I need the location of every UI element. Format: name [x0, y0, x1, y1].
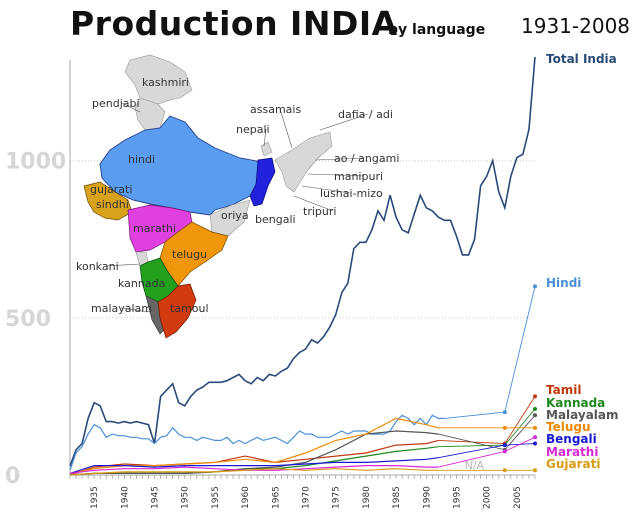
series-line-gujarati: [69, 468, 439, 476]
map-label-telugu: telugu: [172, 248, 207, 261]
legend-label-hindi: Hindi: [546, 276, 581, 290]
map-label-tamoul: tamoul: [170, 302, 209, 315]
x-tick-label: 1935: [90, 486, 100, 509]
legend-label-telugu: Telugu: [546, 420, 591, 434]
x-tick-label: 1980: [362, 486, 372, 509]
map-leader-assamais: [279, 108, 293, 149]
chart-period: 1931-2008: [521, 14, 631, 38]
series-point: [502, 425, 507, 430]
legend-label-gujarati: Gujarati: [546, 457, 600, 471]
series-layer: [69, 56, 537, 476]
series-point: [533, 425, 537, 430]
x-tick-label: 1955: [211, 486, 221, 509]
map-label-nepali: nepali: [236, 123, 270, 136]
map-region-kashmiri: [124, 54, 193, 105]
map-leader-dafia: [319, 113, 369, 131]
map-label-malayalam: malayalam: [91, 302, 152, 315]
map-label-gujarati: gujarati: [90, 183, 132, 196]
legend-label-kannada: Kannada: [546, 396, 605, 410]
chart-title: Production INDIA: [70, 4, 398, 43]
map-region-north-east: [274, 131, 333, 193]
series-point: [533, 394, 537, 399]
map-leader-nepali: [263, 128, 267, 147]
series-extension-hindi: [444, 286, 536, 419]
series-point: [502, 449, 507, 454]
map-label-dafia: dafia / adi: [338, 108, 393, 121]
series-point: [533, 441, 537, 446]
series-point: [502, 443, 507, 448]
na-label: N/A: [465, 459, 485, 472]
map-label-konkani: konkani: [76, 260, 119, 273]
y-tick-label: 0: [5, 464, 20, 489]
map-label-assamais: assamais: [250, 103, 301, 116]
map-region-gujarati: [83, 181, 133, 221]
map-label-manipuri: manipuri: [334, 170, 383, 183]
map-leader-konkani: [105, 263, 141, 267]
map-leader-malayalam: [120, 307, 151, 313]
legend-label-marathi: Marathi: [546, 445, 598, 459]
map-label-ao: ao / angami: [334, 152, 399, 165]
x-tick-label: 1990: [422, 486, 432, 509]
x-tick-label: 1995: [452, 486, 462, 509]
map-leader-pendjabi: [121, 102, 141, 113]
map-label-lushai: lushai-mizo: [320, 187, 383, 200]
map-region-bengali: [249, 157, 276, 207]
x-tick-label: 1960: [241, 486, 251, 509]
legend-label-malayalam: Malayalam: [546, 408, 619, 422]
map-leader-manipuri: [307, 173, 365, 177]
y-tick-label: 500: [5, 307, 51, 332]
series-point: [533, 284, 537, 289]
india-map: [83, 54, 333, 339]
x-tick-label: 1975: [332, 486, 342, 509]
series-point: [533, 413, 537, 418]
map-label-sindhi: sindhi: [96, 198, 129, 211]
x-tick-label: 1945: [151, 486, 161, 509]
x-tick-label: 1950: [181, 486, 191, 509]
legend-label-tamil: Tamil: [546, 383, 581, 397]
series-line-total-india: [69, 56, 536, 467]
map-region-nepali: [260, 141, 273, 157]
series-line-malayalam: [69, 430, 439, 476]
series-line-bengali: [69, 457, 439, 474]
map-label-oriya: oriya: [221, 209, 249, 222]
map-label-hindi: hindi: [128, 153, 155, 166]
chart-subtitle: by language: [388, 22, 486, 38]
series-extension-marathi: [438, 436, 536, 468]
series-point: [502, 410, 507, 415]
series-point: [502, 468, 507, 473]
map-label-kannada: kannada: [118, 277, 165, 290]
map-leader-tripuri: [293, 195, 334, 212]
map-region-tamoul: [157, 283, 197, 339]
legend-label-bengali: Bengali: [546, 432, 597, 446]
x-tick-label: 1965: [271, 486, 281, 509]
series-point: [533, 435, 537, 440]
series-line-tamil: [69, 439, 439, 476]
map-label-kashmiri: kashmiri: [142, 76, 189, 89]
series-line-marathi: [69, 465, 439, 474]
x-tick-label: 1940: [120, 486, 130, 509]
series-extension-tamil: [438, 396, 536, 445]
legend-label-total-india: Total India: [546, 52, 617, 66]
map-leader-lushai: [301, 185, 351, 194]
grid-layer: [70, 160, 535, 319]
series-point: [533, 406, 537, 411]
axes-layer: 0 500 1000 1935 1940 1945 1950 1955 1960 1965 1970…: [5, 60, 536, 509]
map-label-bengali: bengali: [255, 213, 296, 226]
x-tick-label: 2005: [513, 486, 523, 509]
map-label-pendjabi: pendjabi: [92, 97, 140, 110]
series-point: [533, 468, 537, 473]
map-label-marathi: marathi: [133, 222, 176, 235]
y-tick-label: 1000: [5, 150, 66, 175]
map-label-tripuri: tripuri: [303, 205, 336, 218]
legend-layer: Total India Hindi TamilKannadaMalayalamTel…: [546, 52, 619, 471]
x-tick-label: 2000: [483, 486, 493, 509]
map-leader-ao: [315, 157, 365, 161]
x-tick-label: 1985: [392, 486, 402, 509]
x-tick-label: 1970: [302, 486, 312, 509]
series-line-hindi: [69, 414, 445, 471]
